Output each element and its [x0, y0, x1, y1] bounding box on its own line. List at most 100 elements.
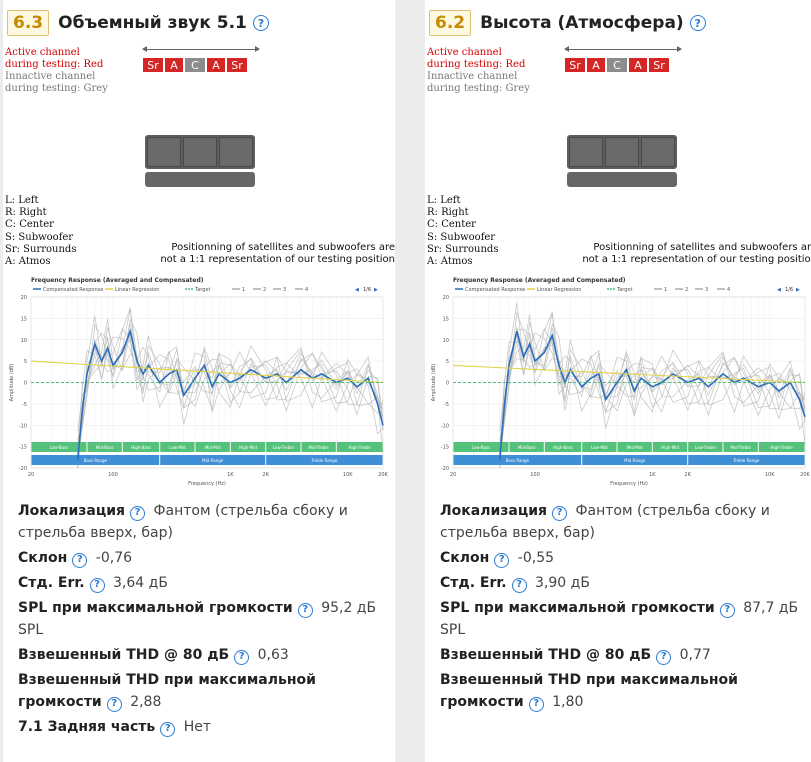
help-icon[interactable]: ? — [89, 577, 105, 593]
abbreviation-item: C: Center — [5, 219, 54, 231]
stat-label: Взвешенный THD при максимальной громкост… — [18, 672, 316, 710]
abbreviation-item: S: Subwoofer — [5, 231, 74, 243]
band-label: Mid-Mid — [627, 445, 643, 450]
x-tick-label: 2K — [684, 472, 691, 478]
soundstage-arrow — [142, 46, 260, 52]
band-label: Mid Range — [202, 458, 224, 463]
channel-legend: Active channel during testing: Red Innac… — [5, 47, 108, 95]
y-tick-label: -15 — [19, 445, 27, 451]
stat-row: Взвешенный THD @ 80 дБ? 0,63 — [18, 644, 378, 666]
help-icon[interactable]: ? — [252, 15, 269, 31]
help-icon[interactable]: ? — [106, 696, 122, 712]
abbreviation-list: L: Left R: Right C: Center S: Subwoofer Sr: … — [5, 195, 76, 268]
legend-inactive-line-2: during testing: Grey — [5, 83, 108, 94]
help-icon[interactable]: ? — [656, 649, 672, 665]
legend-inactive-line-1: Innactive channel — [427, 71, 518, 82]
band-segment — [723, 442, 758, 452]
help-icon[interactable]: ? — [72, 552, 88, 568]
band-segment — [160, 455, 266, 465]
stat-row: SPL при максимальной громкости? 95,2 дБ … — [18, 597, 378, 641]
x-tick-label: 20K — [378, 472, 388, 478]
band-segment — [87, 442, 122, 452]
y-tick-label: 15 — [443, 316, 449, 322]
legend-next-icon[interactable]: ▶ — [374, 287, 378, 293]
help-icon[interactable]: ? — [511, 577, 527, 593]
y-tick-label: 20 — [21, 295, 27, 301]
band-segment — [195, 442, 230, 452]
y-tick-label: -20 — [441, 466, 449, 472]
help-icon[interactable]: ? — [297, 602, 313, 618]
stat-label: 7.1 Задняя часть — [18, 719, 156, 735]
channel-trace — [499, 314, 806, 469]
channel-row: Sr A C A Sr — [143, 58, 247, 72]
band-segment — [31, 455, 160, 465]
band-segment — [688, 442, 723, 452]
help-icon[interactable]: ? — [494, 552, 510, 568]
stat-value: 87,7 дБ SPL — [440, 600, 799, 638]
x-tick-label: 1K — [227, 472, 234, 478]
compensated-response-line — [76, 328, 384, 460]
band-segment — [758, 442, 805, 452]
positioning-note-line-2: not a 1:1 representation of our testing … — [160, 254, 395, 266]
x-tick-label: 2K — [262, 472, 269, 478]
legend-label: Target — [616, 287, 633, 293]
stat-row: SPL при максимальной громкости? 87,7 дБ … — [440, 597, 800, 641]
help-icon[interactable]: ? — [160, 721, 176, 737]
y-tick-label: -5 — [22, 402, 27, 408]
help-icon[interactable]: ? — [552, 505, 568, 521]
abbreviation-item: L: Left — [427, 195, 461, 206]
band-label: Mid-Mid — [205, 445, 221, 450]
legend-label: 1 — [664, 287, 667, 293]
positioning-note-line-1: Positionning of satellites and subwoofer… — [171, 242, 395, 253]
frequency-response-chart: Frequency Response (Averaged and Compens… — [427, 272, 811, 495]
y-axis-label: Amplitude (dB) — [9, 364, 15, 402]
score-badge: 6.3 — [7, 10, 50, 36]
legend-prev-icon[interactable]: ◀ — [355, 287, 359, 293]
card-height: 6.2 Высота (Атмосфера) ? Active channel … — [425, 0, 811, 762]
y-tick-label: 10 — [21, 338, 27, 344]
stat-value: 3,64 дБ — [113, 575, 168, 591]
abbreviation-item: A: Atmos — [427, 256, 473, 268]
channel-sr-red: Sr — [227, 58, 247, 72]
y-tick-label: 5 — [24, 359, 27, 365]
x-tick-label: 100 — [530, 472, 540, 478]
stat-row: Локализация? Фантом (стрельба сбоку и ст… — [18, 500, 378, 544]
compensated-response-line — [498, 330, 806, 460]
band-segment — [582, 455, 688, 465]
help-icon[interactable]: ? — [130, 505, 146, 521]
x-axis-label: Frequency (Hz) — [188, 481, 226, 487]
band-label: Treble Range — [732, 458, 759, 463]
help-icon[interactable]: ? — [689, 15, 706, 31]
band-segment — [652, 442, 688, 452]
channel-sr-red: Sr — [565, 58, 585, 72]
x-tick-label: 1K — [649, 472, 656, 478]
stat-label: Склон — [440, 550, 490, 566]
abbreviation-item: Sr: Surrounds — [5, 243, 77, 255]
chart-title: Frequency Response (Averaged and Compens… — [453, 277, 626, 284]
soundstage-arrow — [564, 46, 682, 52]
band-label: Low-Mid — [169, 445, 186, 450]
legend-page: 1/6 — [363, 287, 371, 293]
legend-label: 2 — [685, 287, 688, 293]
legend-label: 2 — [263, 287, 266, 293]
channel-sr-red: Sr — [649, 58, 669, 72]
legend-active-line-2: during testing: Red — [427, 59, 526, 70]
legend-label: Compensated Response — [465, 287, 525, 293]
band-segment — [266, 442, 301, 452]
channel-a-red: A — [629, 58, 647, 72]
help-icon[interactable]: ? — [719, 602, 735, 618]
legend-label: 4 — [305, 287, 308, 293]
stat-value: 95,2 дБ SPL — [18, 600, 377, 638]
help-icon[interactable]: ? — [528, 696, 544, 712]
stat-row: Склон? -0,55 — [440, 547, 800, 569]
section-title: Высота (Атмосфера) — [480, 13, 684, 33]
stat-label: Стд. Err. — [18, 575, 85, 591]
band-segment — [544, 442, 582, 452]
legend-next-icon[interactable]: ▶ — [796, 287, 800, 293]
legend-prev-icon[interactable]: ◀ — [777, 287, 781, 293]
band-segment — [453, 455, 582, 465]
help-icon[interactable]: ? — [234, 649, 250, 665]
legend-label: Target — [194, 287, 211, 293]
band-label: High-Mid — [661, 445, 679, 450]
band-label: Bass Range — [84, 458, 108, 463]
